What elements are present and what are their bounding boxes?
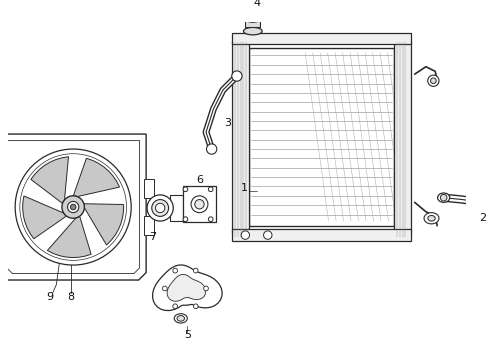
Bar xyxy=(144,179,154,198)
Ellipse shape xyxy=(152,199,169,216)
Ellipse shape xyxy=(208,187,213,192)
Polygon shape xyxy=(0,134,146,280)
Ellipse shape xyxy=(431,78,436,84)
Bar xyxy=(394,41,411,233)
Ellipse shape xyxy=(438,193,450,202)
Polygon shape xyxy=(23,196,67,239)
Text: 2: 2 xyxy=(479,213,487,223)
Ellipse shape xyxy=(174,314,187,323)
Polygon shape xyxy=(84,204,123,245)
Ellipse shape xyxy=(264,231,272,239)
Ellipse shape xyxy=(173,304,177,309)
Text: 5: 5 xyxy=(184,330,191,340)
Ellipse shape xyxy=(62,196,84,218)
Ellipse shape xyxy=(241,231,249,239)
Bar xyxy=(0,179,2,198)
Bar xyxy=(0,216,2,235)
Bar xyxy=(183,186,216,222)
Polygon shape xyxy=(152,265,222,311)
Ellipse shape xyxy=(194,268,198,273)
Bar xyxy=(232,33,411,44)
Ellipse shape xyxy=(206,144,217,154)
Text: 8: 8 xyxy=(68,292,75,302)
Ellipse shape xyxy=(68,202,79,213)
Ellipse shape xyxy=(194,304,198,309)
Ellipse shape xyxy=(244,27,262,35)
Ellipse shape xyxy=(232,71,242,81)
Ellipse shape xyxy=(183,187,188,192)
Text: 6: 6 xyxy=(196,175,203,185)
Ellipse shape xyxy=(204,286,208,291)
Polygon shape xyxy=(48,216,91,257)
Ellipse shape xyxy=(246,18,259,22)
Ellipse shape xyxy=(20,154,126,260)
Polygon shape xyxy=(7,141,140,274)
Text: 4: 4 xyxy=(253,0,260,8)
Ellipse shape xyxy=(424,213,439,224)
Bar xyxy=(144,216,154,235)
Ellipse shape xyxy=(441,194,447,201)
Text: 7: 7 xyxy=(149,232,156,242)
Ellipse shape xyxy=(173,268,177,273)
Ellipse shape xyxy=(208,217,213,221)
Ellipse shape xyxy=(71,204,76,210)
Bar xyxy=(232,41,249,233)
Ellipse shape xyxy=(428,75,439,86)
Text: 3: 3 xyxy=(224,118,231,128)
Ellipse shape xyxy=(15,149,131,265)
Text: 9: 9 xyxy=(46,292,53,302)
Polygon shape xyxy=(31,157,69,203)
Bar xyxy=(245,20,260,27)
Ellipse shape xyxy=(183,217,188,221)
Bar xyxy=(232,229,411,241)
Ellipse shape xyxy=(428,216,435,221)
Bar xyxy=(170,195,183,221)
Ellipse shape xyxy=(163,286,167,291)
Ellipse shape xyxy=(177,316,185,321)
Polygon shape xyxy=(167,274,206,301)
Polygon shape xyxy=(74,158,120,197)
Ellipse shape xyxy=(191,196,208,213)
Bar xyxy=(249,48,394,226)
Ellipse shape xyxy=(147,195,173,221)
Ellipse shape xyxy=(155,203,165,213)
Text: 1: 1 xyxy=(241,183,248,193)
Ellipse shape xyxy=(195,199,204,209)
